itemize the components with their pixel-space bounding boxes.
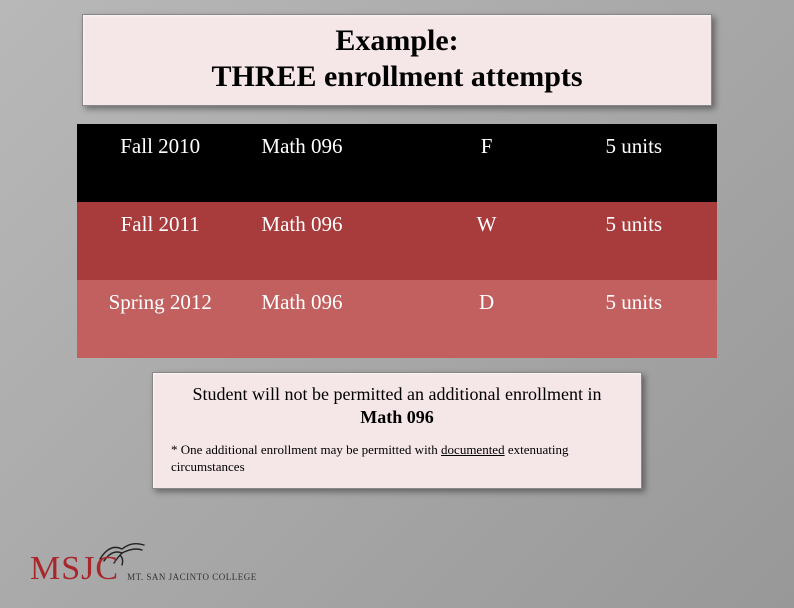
cell-course: Math 096: [243, 124, 422, 202]
title-line-1: Example:: [335, 24, 458, 57]
slide-title: Example: THREE enrollment attempts: [103, 23, 691, 95]
table-row: Fall 2010 Math 096 F 5 units: [77, 124, 717, 202]
note-main-bold: Math 096: [360, 407, 434, 427]
note-footnote-underline: documented: [441, 442, 505, 457]
cell-term: Fall 2010: [77, 124, 243, 202]
enrollment-table-wrap: Fall 2010 Math 096 F 5 units Fall 2011 M…: [77, 124, 717, 358]
cell-grade: W: [423, 202, 551, 280]
cell-units: 5 units: [551, 202, 717, 280]
cell-units: 5 units: [551, 280, 717, 358]
table-row: Fall 2011 Math 096 W 5 units: [77, 202, 717, 280]
title-line-2: THREE enrollment attempts: [211, 60, 582, 93]
logo-subtitle: MT. SAN JACINTO COLLEGE: [127, 572, 257, 582]
cell-course: Math 096: [243, 202, 422, 280]
note-footnote: * One additional enrollment may be permi…: [171, 442, 623, 476]
title-box: Example: THREE enrollment attempts: [82, 14, 712, 106]
note-main-prefix: Student will not be permitted an additio…: [193, 384, 602, 404]
note-main: Student will not be permitted an additio…: [171, 383, 623, 430]
note-footnote-prefix: * One additional enrollment may be permi…: [171, 442, 441, 457]
table-row: Spring 2012 Math 096 D 5 units: [77, 280, 717, 358]
cell-term: Spring 2012: [77, 280, 243, 358]
cell-course: Math 096: [243, 280, 422, 358]
logo-acronym: MSJC: [30, 550, 119, 588]
msjc-logo: MSJC MT. SAN JACINTO COLLEGE: [30, 550, 257, 588]
cell-units: 5 units: [551, 124, 717, 202]
enrollment-table: Fall 2010 Math 096 F 5 units Fall 2011 M…: [77, 124, 717, 358]
cell-term: Fall 2011: [77, 202, 243, 280]
cell-grade: F: [423, 124, 551, 202]
note-box: Student will not be permitted an additio…: [152, 372, 642, 489]
cell-grade: D: [423, 280, 551, 358]
